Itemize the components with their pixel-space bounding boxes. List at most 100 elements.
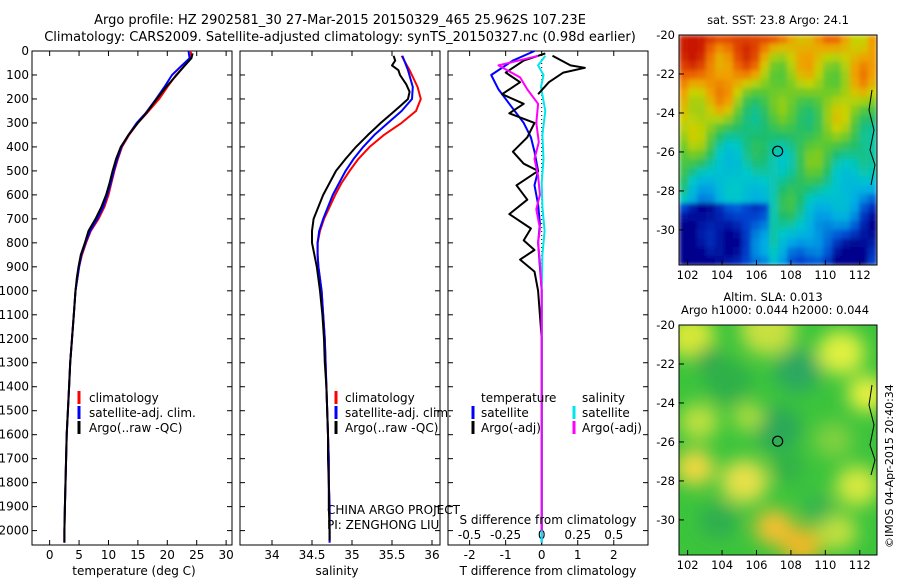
- sla-field: [679, 325, 877, 555]
- sst-cell: [778, 176, 788, 186]
- sst-cell: [796, 105, 806, 116]
- sst-cell: [679, 247, 689, 257]
- sst-cell: [859, 194, 869, 204]
- sst-cell: [706, 176, 716, 186]
- s-tick-label: -0.25: [490, 528, 521, 542]
- sst-cell: [724, 167, 734, 178]
- sst-cell: [679, 88, 689, 98]
- x-tick-label: 34.5: [299, 548, 326, 562]
- depth-tick-label: 1800: [0, 476, 29, 490]
- sst-cell: [715, 96, 725, 107]
- sst-cell: [697, 256, 707, 265]
- map-x-tick-label: 110: [814, 268, 836, 282]
- sst-cell: [724, 141, 734, 151]
- map-x-tick-label: 102: [677, 558, 699, 572]
- coastline: [868, 89, 876, 186]
- sst-cell: [742, 96, 752, 107]
- sst-cell: [769, 141, 779, 151]
- sst-cell: [724, 247, 734, 257]
- sst-cell: [751, 256, 761, 265]
- sst-cell: [769, 79, 779, 89]
- map-x-tick-label: 106: [746, 268, 768, 282]
- sst-cell: [850, 132, 860, 142]
- sst-cell: [841, 141, 851, 151]
- sst-cell: [832, 35, 842, 45]
- sst-cell: [796, 229, 806, 239]
- sst-cell: [751, 185, 761, 195]
- sst-cell: [733, 247, 743, 257]
- sst-cell: [805, 52, 815, 63]
- sst-cell: [706, 35, 716, 45]
- sst-cell: [823, 79, 833, 89]
- sst-cell: [814, 61, 824, 71]
- sst-cell: [742, 132, 752, 142]
- sst-cell: [814, 123, 824, 133]
- sst-cell: [742, 105, 752, 116]
- sst-cell: [751, 220, 761, 231]
- sst-cell: [715, 43, 725, 54]
- sst-cell: [805, 167, 815, 178]
- sst-cell: [715, 158, 725, 169]
- sst-cell: [715, 132, 725, 142]
- sst-cell: [805, 141, 815, 151]
- sst-cell: [706, 88, 716, 98]
- sst-cell: [859, 43, 869, 54]
- sst-cell: [787, 256, 797, 265]
- sst-cell: [805, 194, 815, 204]
- sst-cell: [814, 238, 824, 248]
- sst-cell: [679, 79, 689, 89]
- sla-anomaly: [817, 513, 858, 551]
- sst-cell: [850, 167, 860, 178]
- sst-cell: [823, 158, 833, 169]
- sst-cell: [724, 123, 734, 133]
- sst-cell: [868, 114, 877, 124]
- sst-cell: [688, 70, 698, 80]
- sst-cell: [868, 70, 877, 80]
- sst-cell: [859, 70, 869, 80]
- sst-cell: [814, 35, 824, 45]
- sst-cell: [697, 150, 707, 160]
- sst-cell: [841, 150, 851, 160]
- x-tick-label: 20: [160, 548, 175, 562]
- sst-cell: [805, 229, 815, 239]
- sst-cell: [751, 123, 761, 133]
- sst-cell: [724, 211, 734, 222]
- sst-cell: [832, 220, 842, 231]
- sst-cell: [715, 167, 725, 178]
- legend-satellite-label: satellite-adj. clim.: [345, 406, 452, 420]
- sst-cell: [823, 238, 833, 248]
- sla-map-title-line2: Argo h1000: 0.044 h2000: 0.044: [681, 303, 869, 317]
- sst-cell: [868, 256, 877, 265]
- sst-cell: [868, 167, 877, 178]
- sst-cell: [724, 194, 734, 204]
- sst-cell: [688, 158, 698, 169]
- sst-cell: [688, 247, 698, 257]
- sst-cell: [814, 185, 824, 195]
- sst-cell: [760, 96, 770, 107]
- sst-cell: [814, 70, 824, 80]
- depth-tick-label: 600: [6, 188, 29, 202]
- sst-cell: [706, 167, 716, 178]
- sst-cell: [742, 141, 752, 151]
- sst-cell: [805, 150, 815, 160]
- depth-tick-label: 400: [6, 140, 29, 154]
- sst-cell: [742, 70, 752, 80]
- legend-argo-label: Argo(..raw -QC): [345, 421, 438, 435]
- sst-cell: [787, 123, 797, 133]
- sst-cell: [715, 211, 725, 222]
- sst-cell: [769, 194, 779, 204]
- sst-cell: [742, 158, 752, 169]
- sst-cell: [760, 220, 770, 231]
- sst-cell: [859, 123, 869, 133]
- sst-cell: [760, 105, 770, 116]
- salinity-panel-frame: [239, 50, 441, 546]
- sst-cell: [778, 132, 788, 142]
- sst-cell: [850, 158, 860, 169]
- sst-cell: [769, 35, 779, 45]
- sst-cell: [832, 70, 842, 80]
- sst-cell: [706, 238, 716, 248]
- sst-cell: [814, 105, 824, 116]
- sst-cell: [715, 176, 725, 186]
- sst-cell: [868, 88, 877, 98]
- sst-cell: [742, 176, 752, 186]
